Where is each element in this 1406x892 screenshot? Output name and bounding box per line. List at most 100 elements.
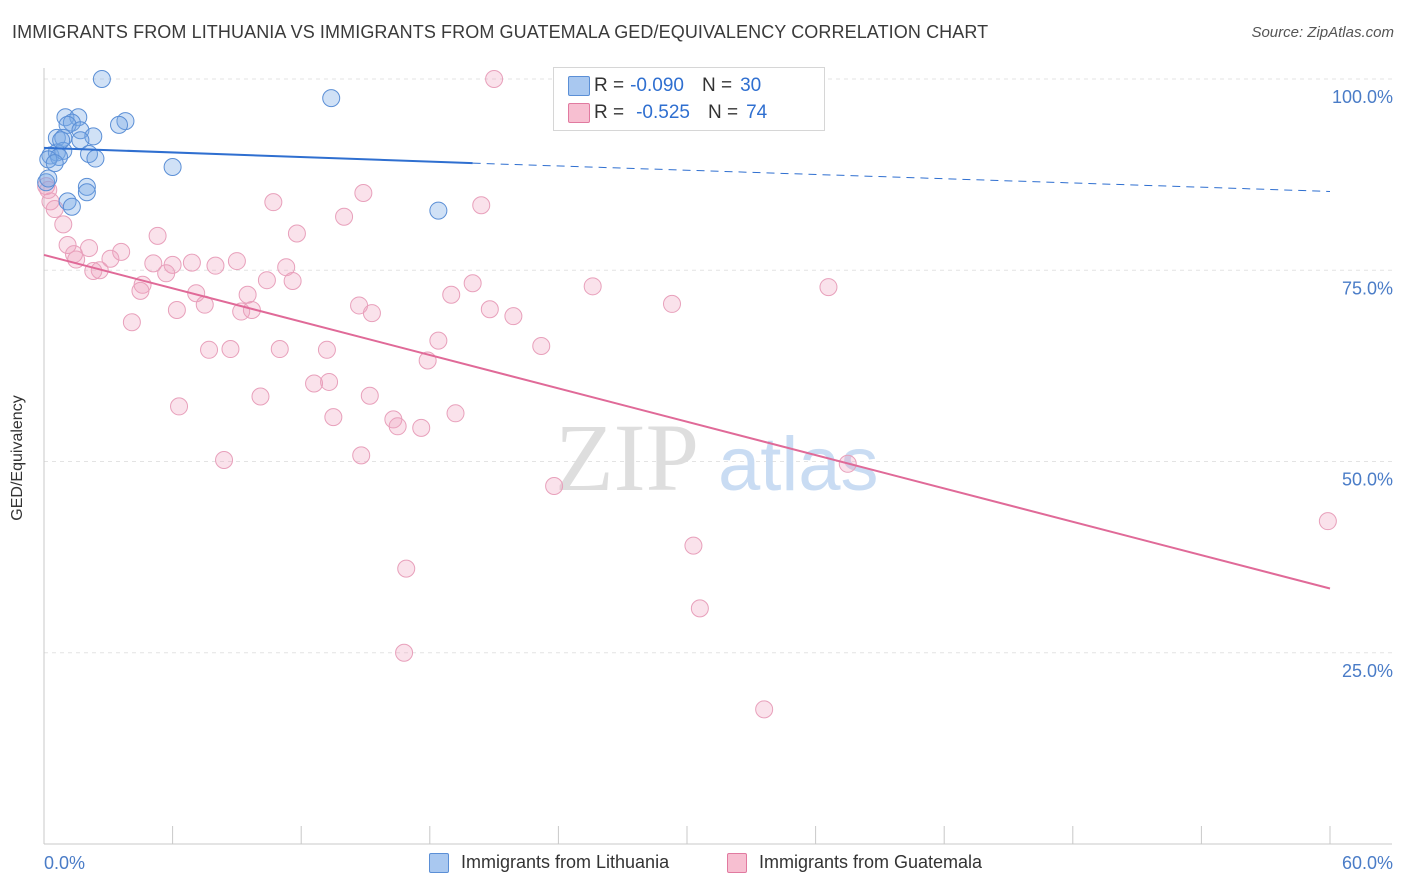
point-guatemala [238, 285, 257, 304]
point-guatemala [690, 599, 709, 618]
point-guatemala [395, 643, 414, 662]
point-guatemala [101, 249, 120, 268]
legend-swatch-guatemala [727, 852, 747, 873]
point-guatemala [144, 254, 163, 273]
point-lithuania [77, 183, 96, 202]
correlation-legend: R = -0.090 N = 30 R = -0.525 N = 74 [553, 67, 825, 131]
point-guatemala [54, 215, 73, 234]
point-guatemala [354, 183, 373, 202]
point-guatemala [251, 387, 270, 406]
legend-label-guatemala: Immigrants from Guatemala [759, 852, 983, 872]
point-guatemala [352, 446, 371, 465]
point-guatemala [264, 193, 283, 212]
point-guatemala [755, 700, 774, 719]
point-guatemala [463, 274, 482, 293]
point-guatemala [58, 236, 77, 255]
point-lithuania [163, 157, 182, 176]
trend-line-lithuania [43, 146, 473, 165]
point-guatemala [305, 374, 324, 393]
legend-r-label: R = [594, 75, 625, 96]
point-guatemala [148, 226, 167, 245]
legend-swatch-lithuania [568, 76, 590, 96]
legend-n-label: N = [707, 102, 739, 123]
series-legend: Immigrants from Lithuania Immigrants fro… [0, 852, 1406, 878]
point-guatemala [324, 408, 343, 427]
watermark: ZIP atlas [555, 404, 879, 511]
y-tick-label: 100.0% [1332, 87, 1393, 107]
legend-item-lithuania: Immigrants from Lithuania [429, 852, 669, 873]
point-guatemala [287, 224, 306, 243]
point-guatemala [122, 313, 141, 332]
trend-lines [43, 146, 1331, 590]
chart-title: IMMIGRANTS FROM LITHUANIA VS IMMIGRANTS … [12, 22, 989, 42]
point-guatemala [215, 450, 234, 469]
point-guatemala [242, 301, 261, 320]
point-guatemala [583, 277, 602, 296]
point-guatemala [200, 340, 219, 359]
point-lithuania [62, 197, 81, 216]
legend-n-value: 30 [740, 75, 762, 96]
point-guatemala [1318, 512, 1337, 531]
point-guatemala [320, 372, 339, 391]
y-tick-label: 50.0% [1342, 470, 1393, 490]
point-lithuania [429, 201, 448, 220]
y-axis-label: GED/Equivalency [9, 395, 26, 521]
point-guatemala [257, 271, 276, 290]
point-lithuania [110, 115, 129, 134]
tick-labels: 100.0% 75.0% 50.0% 25.0% 0.0% 60.0% [44, 87, 1393, 873]
point-guatemala [504, 307, 523, 326]
watermark-zip: ZIP [555, 404, 699, 511]
point-guatemala [182, 253, 201, 272]
point-guatemala [317, 340, 336, 359]
series-lithuania-points [37, 70, 448, 220]
point-guatemala [360, 386, 379, 405]
point-guatemala [485, 70, 504, 88]
point-guatemala [221, 340, 240, 359]
source-credit: Source: ZipAtlas.com [1251, 24, 1394, 41]
point-guatemala [167, 301, 186, 320]
point-guatemala [157, 264, 176, 283]
point-guatemala [684, 536, 703, 555]
legend-r-value: -0.525 [636, 102, 690, 123]
point-guatemala [131, 281, 150, 300]
point-lithuania [86, 149, 105, 168]
point-guatemala [206, 256, 225, 275]
point-guatemala [545, 476, 564, 495]
legend-r-value: -0.090 [630, 75, 684, 96]
series-guatemala-points [37, 70, 1337, 719]
point-guatemala [283, 271, 302, 290]
legend-item-guatemala: Immigrants from Guatemala [727, 852, 982, 873]
point-guatemala [662, 294, 681, 313]
point-guatemala [442, 285, 461, 304]
point-guatemala [472, 196, 491, 215]
x-tick-label: 0.0% [44, 853, 85, 873]
trend-line-lithuania-extension [472, 162, 1331, 192]
legend-label-lithuania: Immigrants from Lithuania [461, 852, 670, 872]
point-guatemala [429, 331, 448, 350]
point-guatemala [335, 207, 354, 226]
point-guatemala [446, 404, 465, 423]
point-lithuania [77, 177, 96, 196]
point-guatemala [388, 417, 407, 436]
legend-n-value: 74 [746, 102, 768, 123]
point-guatemala [362, 304, 381, 323]
point-lithuania [52, 131, 71, 150]
point-lithuania [45, 154, 64, 173]
legend-swatch-lithuania [429, 852, 449, 873]
point-guatemala [480, 300, 499, 319]
point-lithuania [39, 169, 58, 188]
gridlines [44, 78, 1392, 654]
point-guatemala [170, 397, 189, 416]
point-guatemala [112, 242, 131, 261]
legend-row-guatemala: R = -0.525 N = 74 [568, 101, 768, 125]
point-guatemala [227, 252, 246, 271]
legend-n-label: N = [701, 75, 733, 96]
y-tick-label: 75.0% [1342, 278, 1393, 298]
y-tick-label: 25.0% [1342, 661, 1393, 681]
point-guatemala [412, 418, 431, 437]
legend-r-label: R = [594, 102, 625, 123]
point-guatemala [397, 559, 416, 578]
point-guatemala [84, 262, 103, 281]
legend-row-lithuania: R = -0.090 N = 30 [568, 74, 762, 98]
